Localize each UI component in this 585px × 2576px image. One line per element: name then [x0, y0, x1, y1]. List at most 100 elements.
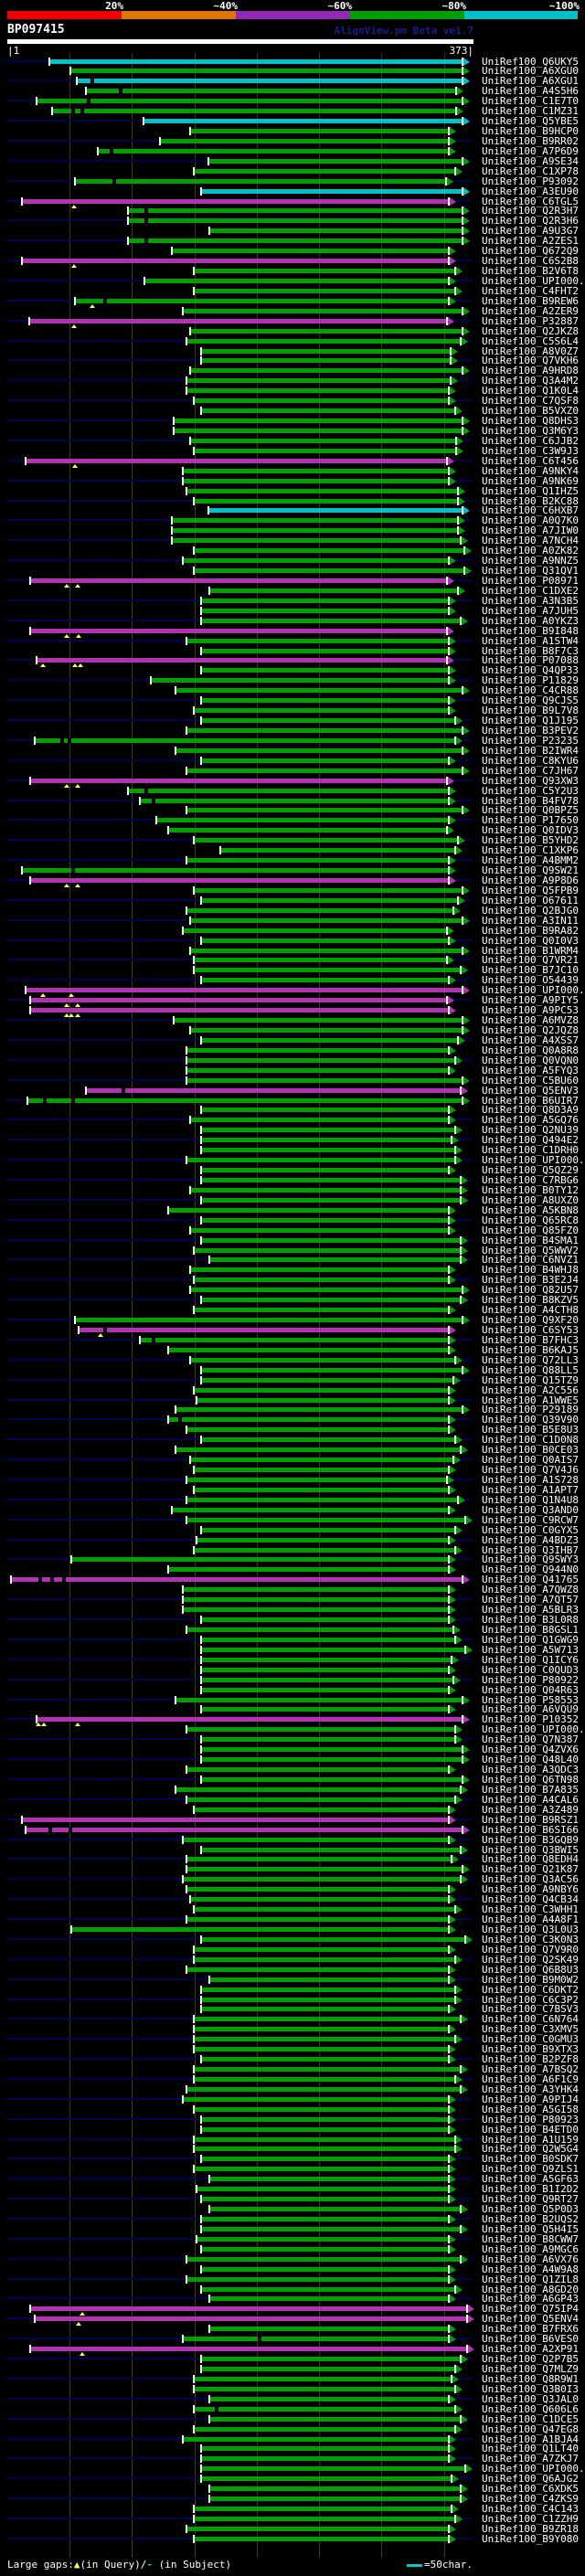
subject-label[interactable]: UniRef100_A1APT7	[482, 1484, 579, 1496]
alignment-bar[interactable]	[183, 928, 446, 933]
subject-label[interactable]: UniRef100_UPI000..	[482, 275, 585, 287]
alignment-bar[interactable]	[201, 1668, 448, 1672]
subject-label[interactable]: UniRef100_A2XP91	[482, 2343, 579, 2355]
subject-label[interactable]: UniRef100_B3E2J4	[482, 1274, 579, 1286]
alignment-bar[interactable]	[190, 949, 462, 953]
alignment-bar[interactable]	[201, 1238, 460, 1243]
alignment-bar[interactable]	[194, 169, 454, 174]
subject-label[interactable]: UniRef100_C3WHH1	[482, 1903, 579, 1915]
subject-label[interactable]: UniRef100_A1WWE5	[482, 1394, 579, 1406]
alignment-bar[interactable]	[30, 779, 446, 783]
alignment-bar[interactable]	[197, 2187, 448, 2191]
subject-label[interactable]: UniRef100_A5FYQ3	[482, 1065, 579, 1076]
subject-label[interactable]: UniRef100_C6XDK5	[482, 2483, 579, 2495]
alignment-bar[interactable]	[190, 1458, 452, 1462]
alignment-bar[interactable]	[194, 2167, 448, 2171]
alignment-bar[interactable]	[186, 639, 448, 643]
alignment-bar[interactable]	[22, 199, 448, 204]
alignment-bar[interactable]	[29, 319, 446, 323]
subject-label[interactable]: UniRef100_Q72LL3	[482, 1354, 579, 1366]
alignment-bar[interactable]	[194, 2067, 460, 2072]
subject-label[interactable]: UniRef100_B7FRX6	[482, 2323, 579, 2335]
alignment-bar[interactable]	[186, 1857, 451, 1861]
alignment-bar[interactable]	[186, 1158, 454, 1162]
subject-label[interactable]: UniRef100_C1E7T0	[482, 95, 579, 107]
alignment-bar[interactable]	[183, 1877, 460, 1882]
subject-label[interactable]: UniRef100_C3W9J3	[482, 445, 579, 457]
alignment-bar[interactable]	[183, 1838, 448, 1842]
alignment-bar[interactable]	[201, 1138, 451, 1142]
subject-label[interactable]: UniRef100_Q48L40	[482, 1754, 579, 1765]
subject-label[interactable]: UniRef100_B1WRM4	[482, 945, 579, 957]
subject-label[interactable]: UniRef100_Q1ZIL8	[482, 2274, 579, 2285]
alignment-bar[interactable]	[201, 1368, 462, 1373]
alignment-bar[interactable]	[194, 2517, 454, 2521]
alignment-bar[interactable]	[52, 109, 455, 113]
alignment-bar[interactable]	[209, 2177, 448, 2181]
subject-label[interactable]: UniRef100_A9PC53	[482, 1004, 579, 1016]
alignment-bar[interactable]	[190, 1028, 462, 1033]
alignment-bar[interactable]	[186, 808, 462, 812]
alignment-bar[interactable]	[201, 1178, 460, 1182]
alignment-bar[interactable]	[194, 1947, 448, 1952]
alignment-bar[interactable]	[201, 758, 448, 763]
subject-label[interactable]: UniRef100_Q2BJG0	[482, 905, 579, 917]
alignment-bar[interactable]	[22, 259, 448, 263]
alignment-bar[interactable]	[201, 938, 448, 943]
alignment-bar[interactable]	[30, 998, 446, 1002]
subject-label[interactable]: UniRef100_C7QSF8	[482, 395, 579, 407]
alignment-bar[interactable]	[194, 1488, 448, 1492]
subject-label[interactable]: UniRef100_Q5QZ29	[482, 1164, 579, 1176]
subject-label[interactable]: UniRef100_B2IWR4	[482, 745, 579, 757]
subject-label[interactable]: UniRef100_Q5H4I5	[482, 2223, 579, 2235]
subject-label[interactable]: UniRef100_C5BU60	[482, 1075, 579, 1087]
subject-label[interactable]: UniRef100_P08971	[482, 575, 579, 587]
subject-label[interactable]: UniRef100_A9NNZ5	[482, 555, 579, 567]
subject-label[interactable]: UniRef100_B5VXZ0	[482, 405, 579, 417]
alignment-bar[interactable]	[201, 1378, 452, 1383]
subject-label[interactable]: UniRef100_C7RBG6	[482, 1174, 579, 1186]
alignment-bar[interactable]	[71, 1927, 448, 1932]
subject-label[interactable]: UniRef100_B7FHC3	[482, 1334, 579, 1346]
alignment-bar[interactable]	[194, 499, 457, 504]
alignment-bar[interactable]	[201, 1678, 452, 1682]
subject-label[interactable]: UniRef100_Q93XW3	[482, 775, 579, 787]
subject-label[interactable]: UniRef100_A5KBN8	[482, 1204, 579, 1216]
alignment-bar[interactable]	[201, 358, 450, 363]
subject-label[interactable]: UniRef100_Q2P7B5	[482, 2353, 579, 2365]
alignment-bar[interactable]	[183, 479, 448, 483]
alignment-bar[interactable]	[176, 1407, 462, 1412]
alignment-bar[interactable]	[194, 449, 455, 453]
subject-label[interactable]: UniRef100_A3Z489	[482, 1804, 579, 1816]
subject-label[interactable]: UniRef100_C4CR88	[482, 684, 579, 696]
subject-label[interactable]: UniRef100_A9NBY6	[482, 1883, 579, 1895]
alignment-bar[interactable]	[194, 2077, 454, 2082]
subject-label[interactable]: UniRef100_Q3B0I3	[482, 2383, 579, 2395]
alignment-bar[interactable]	[176, 688, 462, 693]
alignment-bar[interactable]	[190, 439, 455, 443]
subject-label[interactable]: UniRef100_A0Q7K0	[482, 514, 579, 526]
subject-label[interactable]: UniRef100_A4BMM2	[482, 854, 579, 866]
subject-label[interactable]: UniRef100_Q2W5G4	[482, 2143, 579, 2155]
alignment-bar[interactable]	[86, 1088, 460, 1093]
subject-label[interactable]: UniRef100_B6VES0	[482, 2333, 579, 2345]
alignment-bar[interactable]	[209, 2397, 448, 2401]
subject-label[interactable]: UniRef100_B6KAJ5	[482, 1344, 579, 1356]
alignment-bar[interactable]	[140, 799, 448, 803]
alignment-bar[interactable]	[194, 2507, 451, 2511]
subject-label[interactable]: UniRef100_B9L7V8	[482, 705, 579, 716]
alignment-bar[interactable]	[37, 658, 446, 663]
alignment-bar[interactable]	[26, 1828, 462, 1832]
subject-label[interactable]: UniRef100_A3IN11	[482, 915, 579, 927]
subject-label[interactable]: UniRef100_Q6TN98	[482, 1774, 579, 1786]
alignment-bar[interactable]	[194, 1807, 448, 1812]
subject-label[interactable]: UniRef100_B4WHJ8	[482, 1264, 579, 1276]
subject-label[interactable]: UniRef100_B3GQB9	[482, 1834, 579, 1846]
alignment-bar[interactable]	[186, 1478, 446, 1482]
alignment-bar[interactable]	[172, 528, 457, 533]
alignment-bar[interactable]	[197, 2237, 448, 2242]
alignment-bar[interactable]	[201, 1707, 448, 1712]
subject-label[interactable]: UniRef100_A8UXZ0	[482, 1194, 579, 1206]
subject-label[interactable]: UniRef100_C6DKT2	[482, 1984, 579, 1996]
alignment-bar[interactable]	[201, 2007, 448, 2011]
